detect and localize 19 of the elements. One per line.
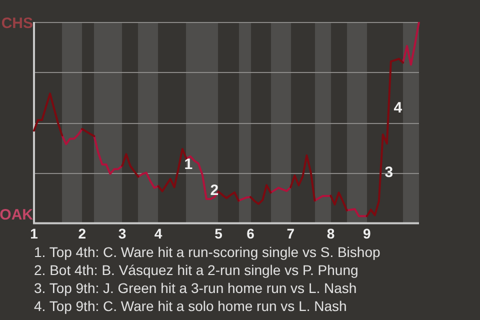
- x-tick-label: 4: [154, 225, 162, 242]
- annotation: 3: [384, 164, 394, 182]
- text: CHS: [1, 15, 33, 32]
- annotation: 1: [184, 156, 193, 173]
- annotation: 2: [210, 182, 219, 200]
- text: OAK: [0, 206, 34, 224]
- x-tick-label: 5: [214, 225, 223, 242]
- x-tick-label: 9: [362, 225, 371, 242]
- text: 2. Bot 4th: B. Vásquez hit a 2-run single vs P. Phung: [34, 261, 360, 279]
- annotation: 4: [394, 99, 403, 116]
- text: 1. Top 4th: C. Ware hit a run-scoring single vs S. Bishop: [34, 243, 380, 261]
- x-tick-label: 2: [78, 225, 86, 242]
- x-tick-label: 3: [118, 225, 126, 242]
- x-tick-label: 8: [326, 225, 335, 242]
- x-tick-label: 1: [30, 225, 38, 242]
- x-tick-label: 6: [246, 225, 255, 242]
- text: 4. Top 9th: C. Ware hit a solo home run vs L. Nash: [34, 297, 348, 315]
- text: 3. Top 9th: J. Green hit a 3-run home run vs L. Nash: [34, 279, 358, 297]
- x-tick-label: 7: [286, 225, 295, 242]
